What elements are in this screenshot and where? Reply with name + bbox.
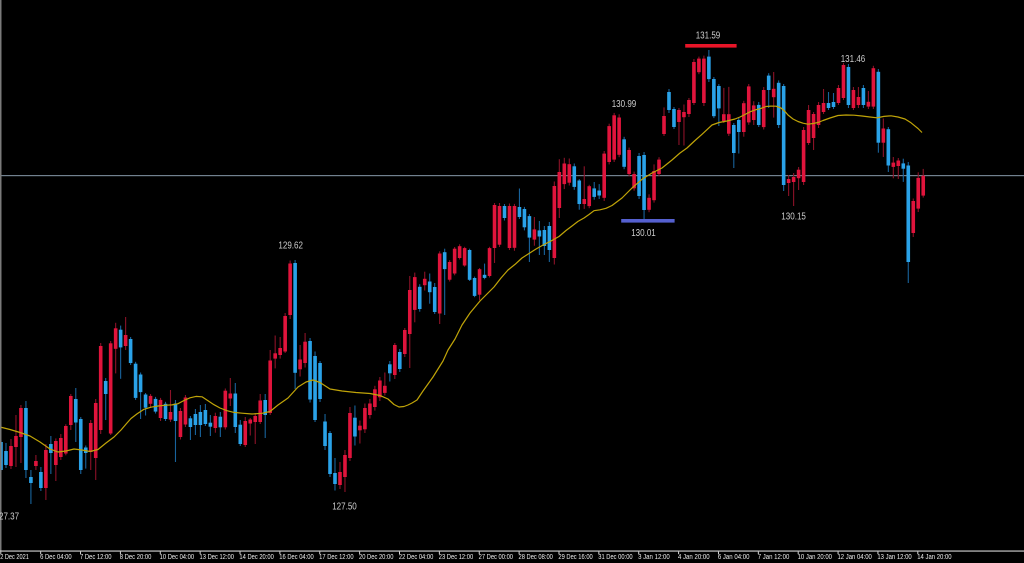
svg-text:7 Jan 12:00: 7 Jan 12:00 xyxy=(758,554,790,561)
svg-text:131.59: 131.59 xyxy=(696,31,721,42)
svg-text:13 Dec 12:00: 13 Dec 12:00 xyxy=(200,554,234,561)
svg-text:28 Dec 08:00: 28 Dec 08:00 xyxy=(519,554,553,561)
svg-text:10 Dec 04:00: 10 Dec 04:00 xyxy=(160,554,194,561)
svg-text:10 Jan 20:00: 10 Jan 20:00 xyxy=(798,554,832,561)
svg-text:130.99: 130.99 xyxy=(612,99,637,110)
svg-text:4 Jan 20:00: 4 Jan 20:00 xyxy=(678,554,710,561)
svg-text:3 Jan 12:00: 3 Jan 12:00 xyxy=(638,554,670,561)
svg-text:29 Dec 16:00: 29 Dec 16:00 xyxy=(558,554,592,561)
svg-text:2 Dec 2021: 2 Dec 2021 xyxy=(0,554,29,561)
svg-text:127.37: 127.37 xyxy=(0,512,19,523)
svg-text:127.50: 127.50 xyxy=(332,501,357,512)
svg-text:131.46: 131.46 xyxy=(841,54,866,65)
svg-text:6 Jan 04:00: 6 Jan 04:00 xyxy=(718,554,750,561)
svg-text:14 Dec 20:00: 14 Dec 20:00 xyxy=(239,554,273,561)
svg-text:17 Dec 12:00: 17 Dec 12:00 xyxy=(319,554,353,561)
svg-text:12 Jan 04:00: 12 Jan 04:00 xyxy=(837,554,871,561)
svg-text:129.62: 129.62 xyxy=(278,241,303,252)
svg-text:13 Jan 12:00: 13 Jan 12:00 xyxy=(877,554,911,561)
svg-text:16 Dec 04:00: 16 Dec 04:00 xyxy=(279,554,313,561)
svg-text:130.15: 130.15 xyxy=(781,211,806,222)
svg-text:6 Dec 04:00: 6 Dec 04:00 xyxy=(40,554,72,561)
svg-text:23 Dec 12:00: 23 Dec 12:00 xyxy=(439,554,473,561)
svg-text:130.01: 130.01 xyxy=(631,228,656,239)
svg-text:31 Dec 00:00: 31 Dec 00:00 xyxy=(598,554,632,561)
svg-text:7 Dec 12:00: 7 Dec 12:00 xyxy=(80,554,112,561)
svg-text:22 Dec 04:00: 22 Dec 04:00 xyxy=(399,554,433,561)
svg-text:27 Dec 00:00: 27 Dec 00:00 xyxy=(479,554,513,561)
svg-text:8 Dec 20:00: 8 Dec 20:00 xyxy=(120,554,152,561)
svg-text:20 Dec 20:00: 20 Dec 20:00 xyxy=(359,554,393,561)
svg-text:14 Jan 20:00: 14 Jan 20:00 xyxy=(917,554,951,561)
